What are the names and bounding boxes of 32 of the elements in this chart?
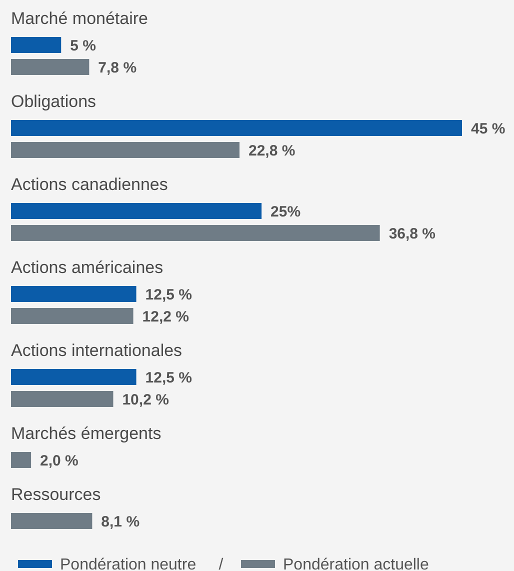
bar	[11, 59, 90, 75]
bar	[11, 286, 136, 302]
y-tick-label: Actions canadiennes	[11, 174, 168, 194]
legend-label: Pondération actuelle	[283, 556, 429, 571]
data-label: 5 %	[70, 37, 96, 54]
data-label: 12,5 %	[145, 369, 192, 386]
annotation: /	[218, 556, 224, 571]
bar	[11, 203, 262, 219]
y-tick-label: Actions américaines	[11, 258, 164, 277]
legend-label: Pondération neutre	[60, 556, 196, 571]
bar	[11, 37, 62, 53]
data-label: 7,8 %	[98, 59, 137, 76]
data-label: 22,8 %	[248, 142, 296, 160]
data-label: 2,0 %	[40, 452, 78, 470]
y-tick-label: Obligations	[11, 92, 96, 111]
data-label: 25%	[270, 203, 301, 220]
data-label: 12,2 %	[142, 308, 189, 326]
data-label: 12,5 %	[145, 286, 192, 304]
data-label: 8,1 %	[101, 513, 140, 530]
y-tick-label: Marché monétaire	[11, 8, 148, 28]
data-label: 10,2 %	[122, 391, 169, 408]
data-label: 45 %	[471, 120, 506, 138]
bar	[11, 308, 134, 324]
bar	[11, 120, 462, 136]
bar	[11, 369, 136, 385]
bar	[11, 225, 380, 241]
y-tick-label: Marchés émergents	[11, 424, 162, 443]
data-label: 36,8 %	[388, 225, 436, 242]
bar	[11, 142, 240, 158]
bar	[11, 391, 114, 407]
y-tick-label: Actions internationales	[11, 340, 182, 360]
y-tick-label: Ressources	[11, 484, 101, 504]
